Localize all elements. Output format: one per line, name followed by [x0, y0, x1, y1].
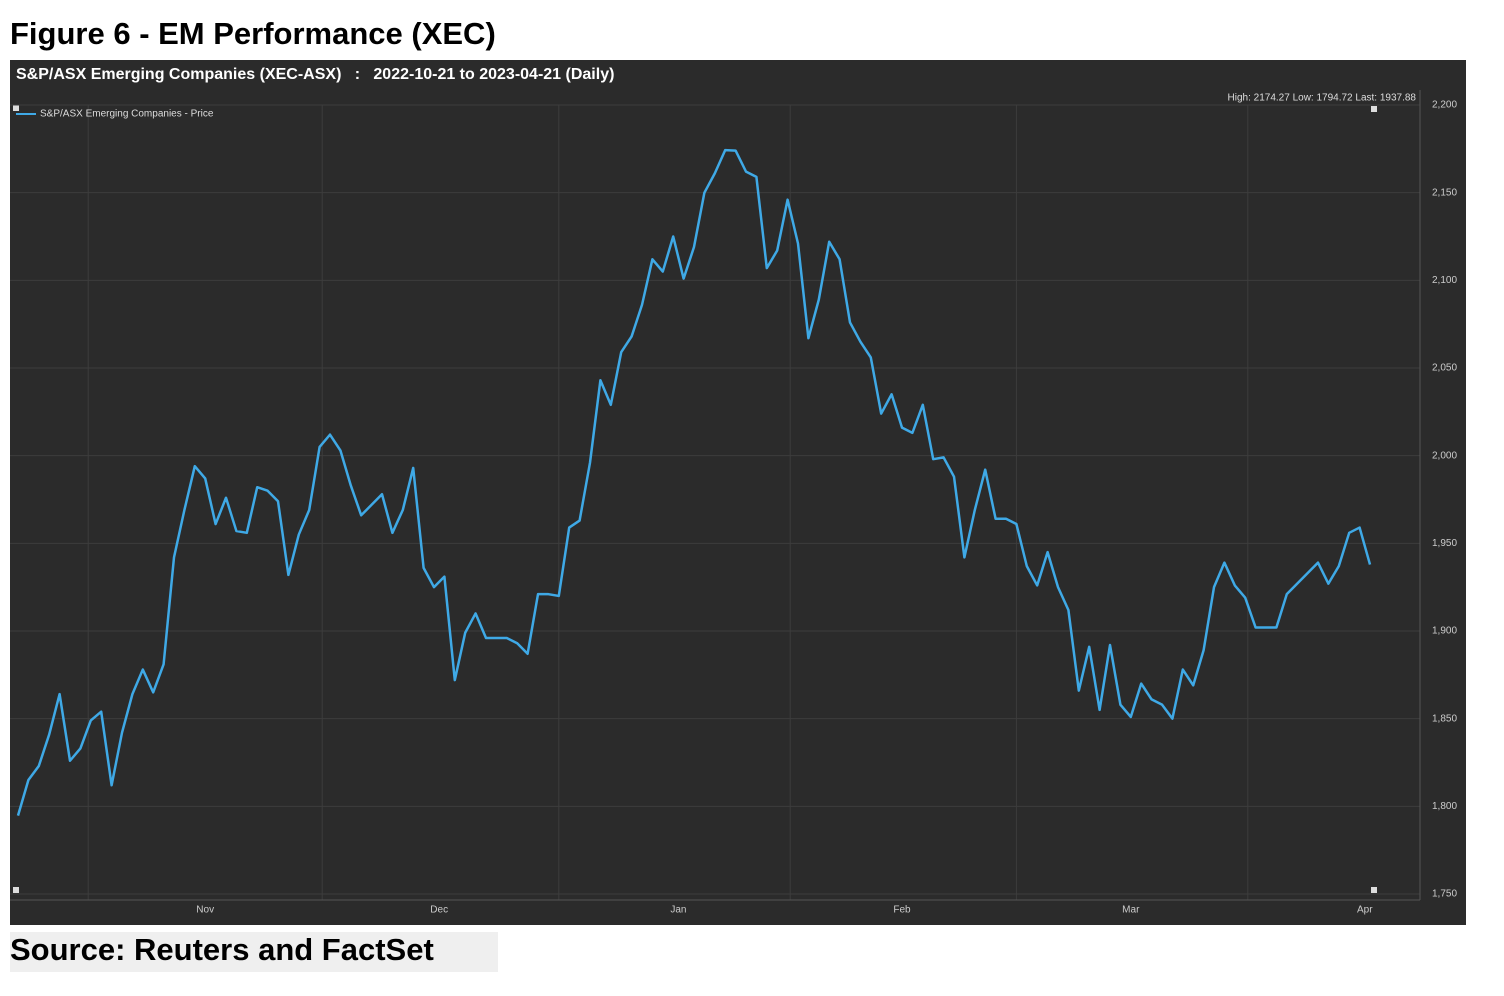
x-tick-label: Dec — [430, 905, 448, 916]
legend-label: S&P/ASX Emerging Companies - Price — [40, 109, 214, 120]
y-tick-label: 2,200 — [1432, 100, 1457, 111]
annotation: High: 2174.27 Low: 1794.72 Last: 1937.88 — [1228, 93, 1417, 104]
plot: S&P/ASX Emerging Companies - Price — [16, 109, 1372, 816]
x-tick-label: Feb — [893, 905, 911, 916]
y-tick-label: 2,050 — [1432, 363, 1457, 374]
chart-title: S&P/ASX Emerging Companies (XEC-ASX) : 2… — [16, 66, 614, 83]
grid: 1,750 1,800 1,850 1,900 1,950 2,000 2,050 2,100… — [10, 90, 1457, 916]
chart-background — [10, 60, 1466, 925]
x-tick-label: Mar — [1122, 905, 1140, 916]
corner-marker — [1371, 887, 1377, 893]
y-tick-label: 2,000 — [1432, 450, 1457, 461]
y-tick-label: 1,800 — [1432, 801, 1457, 812]
price-line — [16, 148, 1372, 816]
y-tick-label: 1,950 — [1432, 538, 1457, 549]
y-tick-label: 2,150 — [1432, 187, 1457, 198]
x-tick-label: Nov — [196, 905, 214, 916]
corner-marker — [13, 887, 19, 893]
corner-marker — [1371, 106, 1377, 112]
x-tick-label: Jan — [670, 905, 686, 916]
y-tick-label: 1,900 — [1432, 626, 1457, 637]
y-tick-label: 2,100 — [1432, 275, 1457, 286]
x-tick-label: Apr — [1357, 905, 1373, 916]
corner-marker — [13, 105, 19, 111]
source: Source: Reuters and FactSet — [10, 932, 434, 967]
figure-title: Figure 6 - EM Performance (XEC) — [10, 16, 496, 51]
y-tick-label: 1,850 — [1432, 713, 1457, 724]
y-tick-label: 1,750 — [1432, 889, 1457, 900]
source-background — [10, 932, 498, 972]
